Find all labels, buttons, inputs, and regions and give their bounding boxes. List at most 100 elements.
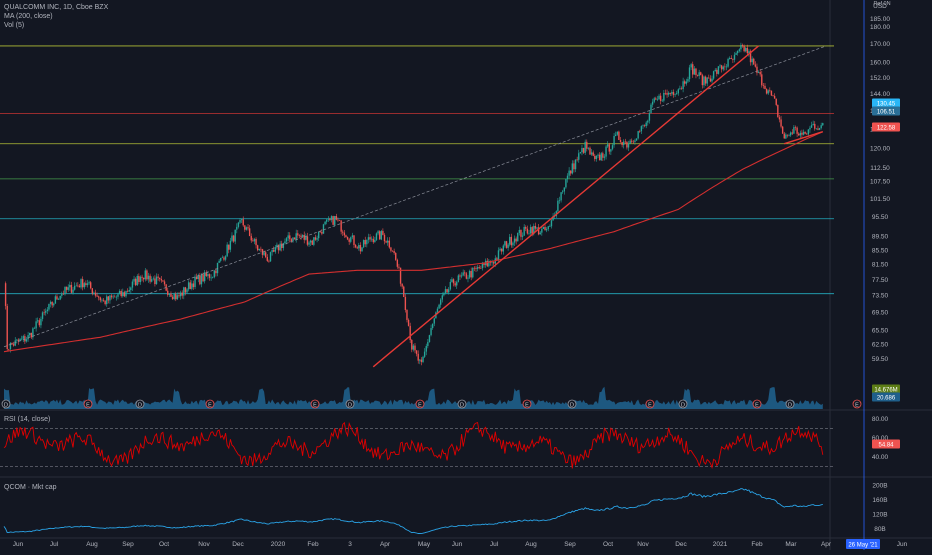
candle-body [348,239,350,242]
candle-body [187,282,190,290]
candle-body [141,276,143,278]
candle-body [94,292,97,296]
candle-body [404,297,407,310]
candle-body [300,235,302,237]
candle-body [786,134,789,136]
candle-body [88,282,90,284]
candle-body [618,131,620,140]
candle-body [439,299,442,305]
candle-body [175,293,177,300]
candle-body [594,155,596,160]
price-badge-red: 122.58 [877,125,896,131]
candle-body [356,247,358,249]
candle-body [472,267,474,278]
symbol-legend-line[interactable]: QUALCOMM INC, 1D, Cboe BZX [4,4,109,11]
candle-body [81,279,84,288]
candle-body [221,257,224,259]
candle-body [75,285,77,287]
candle-body [391,250,394,252]
price-tick-label: 180.00 [870,24,890,31]
time-tick-label: Jun [13,541,24,548]
price-tick-label: 170.00 [870,41,890,48]
candle-body [370,238,373,240]
mcap-legend-line[interactable]: QCOM · Mkt cap [4,484,57,491]
candle-body [708,77,710,79]
candle-body [753,58,755,65]
event-marker-14: E [852,399,862,409]
candle-body [53,303,55,306]
candle-body [236,226,238,230]
candle-body [711,78,713,82]
candle-body [117,294,119,297]
price-tick-label: 107.50 [870,179,890,186]
event-marker-circle [678,399,688,409]
candle-body [210,277,212,279]
candle-body [571,163,574,174]
candle-body [317,231,320,239]
candle-body [562,191,564,193]
candles [4,42,824,366]
candle-body [799,132,802,136]
candle-body [814,123,816,129]
candle-body [528,233,530,234]
candle-body [481,262,484,269]
candle-body [247,227,249,229]
candle-body [716,69,718,74]
candle-body [523,227,525,236]
candle-body [491,262,493,263]
candle-body [110,295,113,298]
candle-body [390,247,392,251]
candle-body [322,224,325,234]
candle-body [745,47,747,52]
candle-body [138,275,140,283]
candle-body [430,328,432,336]
rsi-legend-line[interactable]: RSI (14, close) [4,416,51,423]
candle-body [40,318,42,326]
candle-body [788,135,790,136]
candle-body [510,236,513,246]
volume-badge-lower-bg [872,392,900,402]
candle-body [598,154,601,161]
rsi-legend[interactable]: RSI (14, close) [4,415,50,424]
candle-body [807,129,810,135]
candle-body [19,338,21,342]
candle-body [6,305,8,349]
candle-body [184,287,187,293]
candle-body [293,237,296,240]
candle-body [91,288,94,294]
candle-body [86,283,89,286]
candle-body [627,143,630,148]
candle-body [714,69,716,72]
candle-body [502,245,505,252]
candle-body [425,346,427,352]
main-legend: QUALCOMM INC, 1D, Cboe BZX MA (200, clos… [4,3,108,30]
candle-body [212,277,214,278]
candle-body [77,285,79,287]
event-marker-label: E [855,402,859,408]
candle-body [667,92,670,95]
candle-body [271,250,273,253]
candle-body [412,345,415,350]
candle-body [415,350,418,354]
rsi-tick-label: 60.00 [872,435,889,442]
event-marker-circle [83,399,93,409]
candle-body [324,221,326,225]
candle-body [414,345,416,351]
candle-body [806,133,808,135]
candle-body [590,152,593,155]
candle-body [101,299,103,301]
candle-body [486,260,488,267]
candle-body [194,276,196,288]
candle-body [573,163,575,170]
event-marker-10: E [645,399,655,409]
ma-legend-line[interactable]: MA (200, close) [4,13,53,20]
time-tick-label: Nov [198,541,210,548]
candle-body [102,299,105,301]
event-marker-12: E [752,399,762,409]
mcap-legend[interactable]: QCOM · Mkt cap [4,483,57,492]
candle-body [8,348,10,350]
vol-legend-line[interactable]: Vol (5) [4,22,25,29]
candle-body [722,66,724,70]
candle-body [815,128,818,130]
